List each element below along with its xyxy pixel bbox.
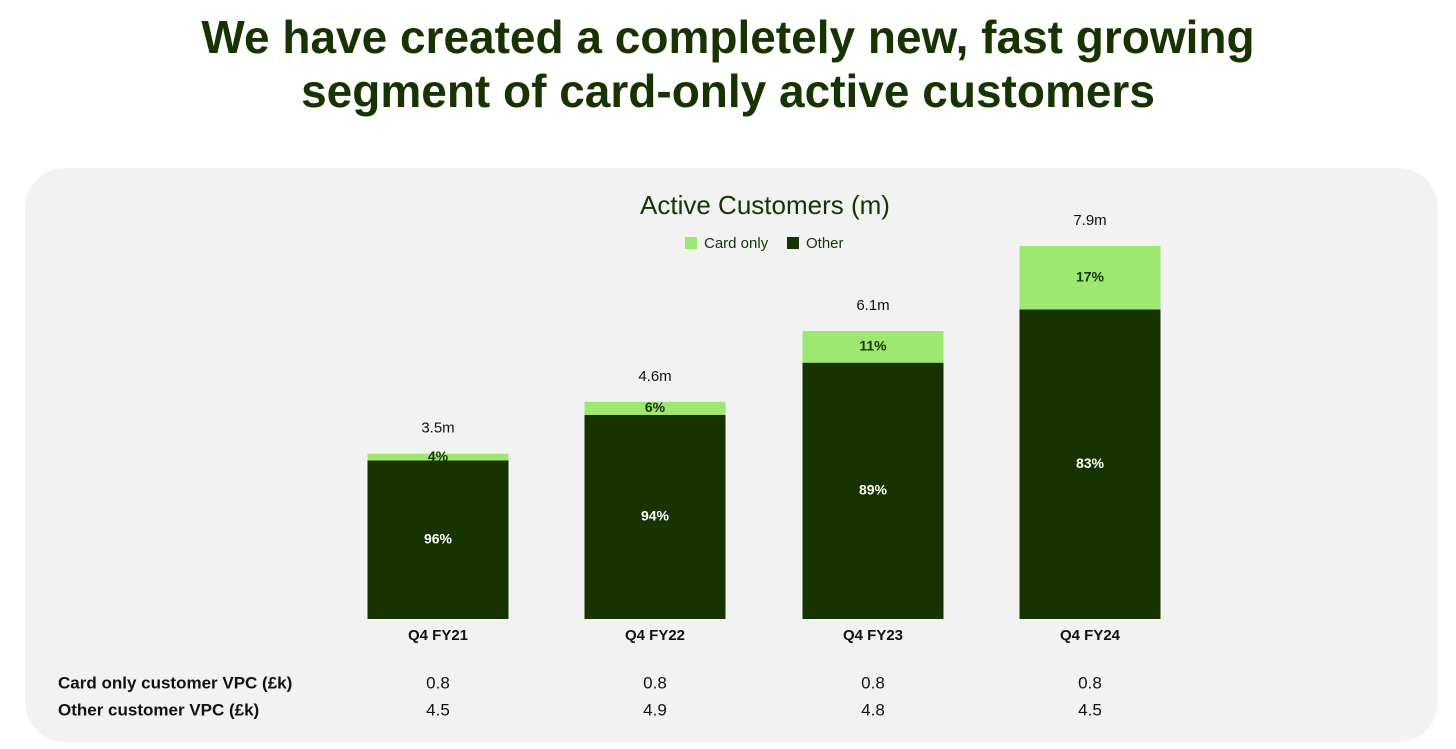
- total-label: 4.6m: [638, 368, 671, 385]
- legend-label: Card only: [704, 235, 769, 252]
- cell-value: 4.5: [1078, 700, 1102, 719]
- segment-label: 4%: [428, 448, 449, 464]
- panel: [25, 168, 1438, 742]
- cell-value: 0.8: [861, 673, 885, 692]
- bar-segment: [584, 414, 726, 619]
- legend-label: Other: [806, 235, 844, 252]
- segment-label: 6%: [645, 399, 666, 415]
- segment-label: 17%: [1076, 268, 1105, 284]
- bar-segment: [584, 401, 726, 415]
- legend-swatch: [787, 237, 799, 249]
- x-tick-label: Q4 FY22: [625, 627, 685, 644]
- segment-label: 96%: [424, 530, 453, 546]
- cell-value: 0.8: [426, 673, 450, 692]
- cell-value: 4.5: [426, 700, 450, 719]
- bar-segment: [1019, 309, 1161, 619]
- legend-swatch: [685, 237, 697, 249]
- total-label: 7.9m: [1073, 212, 1106, 229]
- cell-value: 4.9: [643, 700, 667, 719]
- heading-box: We have created a completely new, fast g…: [201, 11, 1255, 117]
- bar-segment: [802, 362, 944, 619]
- total-label: 6.1m: [856, 297, 889, 314]
- x-tick-label: Q4 FY21: [408, 627, 468, 644]
- row-label: Other customer VPC (£k): [58, 700, 259, 719]
- row-label: Card only customer VPC (£k): [58, 673, 292, 692]
- cell-value: 0.8: [1078, 673, 1102, 692]
- x-tick-label: Q4 FY24: [1060, 627, 1121, 644]
- segment-label: 11%: [859, 338, 887, 354]
- x-tick-label: Q4 FY23: [843, 627, 903, 644]
- bar-segment: [802, 330, 944, 363]
- cell-value: 4.8: [861, 700, 885, 719]
- total-label: 3.5m: [421, 420, 454, 437]
- bar-segment: [367, 460, 509, 619]
- segment-label: 94%: [641, 508, 670, 524]
- heading: We have created a completely new, fast g…: [201, 11, 1255, 117]
- cell-value: 0.8: [643, 673, 667, 692]
- segment-label: 89%: [859, 482, 888, 498]
- segment-label: 83%: [1076, 455, 1105, 471]
- bar-segment: [367, 453, 509, 461]
- bar-segment: [1019, 246, 1161, 310]
- chart-title: Active Customers (m): [640, 190, 890, 220]
